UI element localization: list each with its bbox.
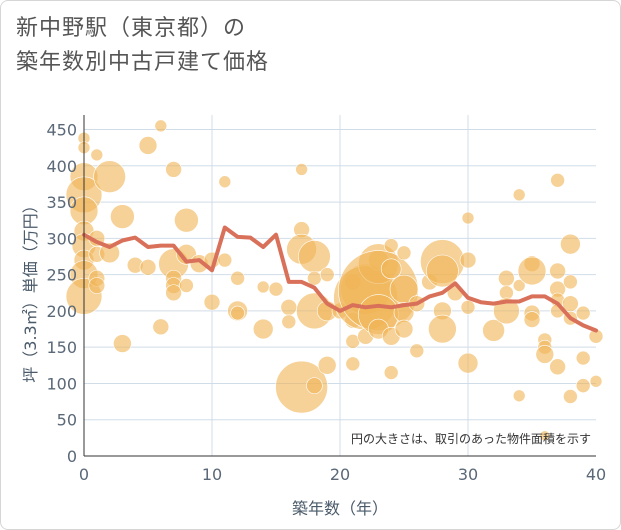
data-bubble xyxy=(256,280,270,294)
data-bubble xyxy=(179,278,194,293)
data-bubble xyxy=(280,298,298,316)
data-bubble xyxy=(426,254,459,288)
data-bubble xyxy=(575,305,591,321)
data-bubble xyxy=(113,334,132,353)
data-bubble xyxy=(345,356,361,372)
data-bubble xyxy=(575,378,591,393)
data-bubble xyxy=(575,350,591,366)
data-bubble xyxy=(154,119,168,133)
x-tick-label: 20 xyxy=(330,465,350,484)
data-bubble xyxy=(88,277,106,294)
data-bubble xyxy=(457,352,479,374)
y-axis-title: 坪（3.3㎡）単価（万円） xyxy=(21,197,40,382)
data-bubble xyxy=(498,269,515,287)
data-bubble xyxy=(319,267,335,282)
data-bubble xyxy=(523,311,541,328)
axes: 0 50 100 150 200 250 300 350 400 450 0 10 20 30 40 xyxy=(46,115,606,484)
area-annotation: 円の大きさは、取引のあった物件面積を示す xyxy=(351,431,591,446)
data-bubble xyxy=(380,258,402,280)
data-bubble xyxy=(138,136,158,155)
data-bubble xyxy=(317,356,337,375)
y-tick-label: 450 xyxy=(46,121,77,140)
chart-title-line2: 築年数別中古戸建て価格 xyxy=(16,50,270,75)
data-bubble xyxy=(230,270,245,286)
data-bubble xyxy=(275,360,328,414)
data-bubble xyxy=(539,430,551,441)
average-price-line xyxy=(82,225,598,333)
data-bubble xyxy=(295,163,308,176)
data-bubble xyxy=(306,377,323,394)
data-bubble xyxy=(383,238,399,253)
data-bubble xyxy=(459,251,477,269)
data-bubble xyxy=(428,314,457,344)
chart-title: 新中野駅（東京都）の 築年数別中古戸建て価格 xyxy=(16,12,269,80)
data-bubble xyxy=(535,345,555,364)
data-bubble xyxy=(512,389,526,403)
y-tick-label: 300 xyxy=(46,229,77,248)
data-bubble xyxy=(93,160,126,193)
x-tick-label: 0 xyxy=(79,465,89,484)
x-axis-title: 築年数（年） xyxy=(292,499,388,518)
data-bubble xyxy=(563,274,578,290)
data-bubble xyxy=(512,188,526,202)
x-tick-label: 40 xyxy=(586,465,606,484)
data-bubble xyxy=(90,148,104,162)
data-bubble xyxy=(165,161,182,178)
chart-title-line1: 新中野駅（東京都）の xyxy=(16,16,247,41)
y-tick-label: 0 xyxy=(67,447,77,466)
data-bubble xyxy=(461,211,475,225)
data-bubble xyxy=(307,270,322,286)
x-tick-label: 10 xyxy=(202,465,222,484)
data-bubble xyxy=(268,281,284,297)
data-bubble xyxy=(517,256,547,286)
data-bubble xyxy=(563,389,578,404)
data-bubble xyxy=(174,207,199,233)
y-tick-label: 50 xyxy=(57,411,77,430)
y-tick-label: 100 xyxy=(46,374,77,393)
data-bubble xyxy=(560,233,581,255)
data-bubble xyxy=(383,365,399,380)
data-bubble xyxy=(396,245,412,261)
y-tick-label: 400 xyxy=(46,157,77,176)
data-bubble xyxy=(549,262,566,280)
data-bubble xyxy=(165,284,182,302)
data-bubble xyxy=(409,343,425,359)
data-bubble xyxy=(139,259,157,276)
trend-line-layer xyxy=(82,225,598,333)
y-tick-label: 150 xyxy=(46,338,77,357)
data-bubble xyxy=(281,314,297,330)
data-bubble xyxy=(460,299,476,315)
data-bubble xyxy=(550,172,565,188)
x-tick-label: 30 xyxy=(458,465,478,484)
y-tick-label: 200 xyxy=(46,302,77,321)
data-bubble xyxy=(482,319,505,342)
data-bubble xyxy=(217,252,233,268)
data-bubble xyxy=(512,279,526,292)
y-tick-label: 250 xyxy=(46,266,77,285)
data-bubble xyxy=(394,319,414,339)
data-bubble xyxy=(230,305,245,321)
data-bubble xyxy=(99,242,120,264)
data-bubble xyxy=(203,293,221,311)
y-tick-label: 350 xyxy=(46,193,77,212)
data-bubble xyxy=(110,204,135,229)
data-bubble xyxy=(589,374,603,388)
data-bubble xyxy=(549,358,566,376)
data-bubble xyxy=(152,318,170,336)
data-bubble xyxy=(252,318,274,340)
data-bubble xyxy=(218,175,232,189)
